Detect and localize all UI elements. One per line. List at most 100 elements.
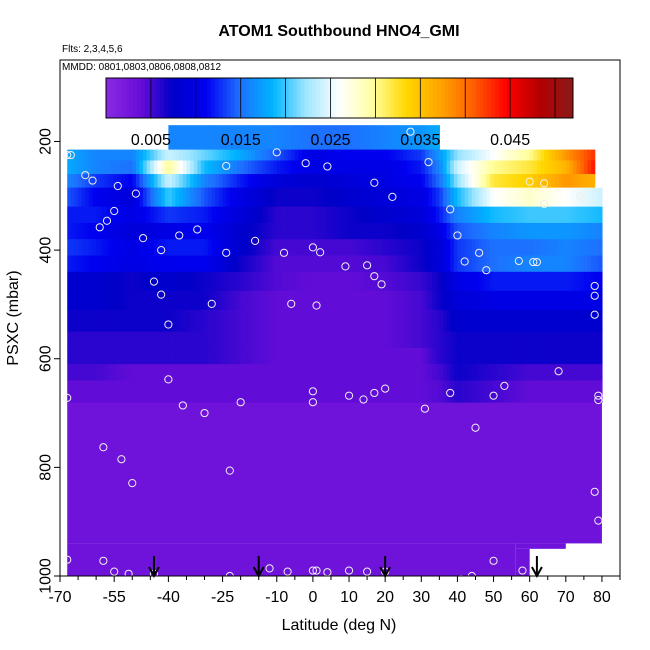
colorbar-swatch: [129, 78, 134, 118]
heatmap-cell: [392, 149, 397, 161]
heatmap-cell: [240, 206, 245, 224]
heatmap-cell: [255, 331, 260, 349]
heatmap-cell: [182, 222, 188, 240]
heatmap-cell: [468, 271, 473, 292]
heatmap-cell: [594, 271, 599, 292]
heatmap-cell: [536, 149, 542, 161]
heatmap-cell: [110, 271, 115, 292]
heatmap-cell: [442, 239, 448, 256]
heatmap-cell: [356, 271, 361, 292]
heatmap-cell: [262, 331, 267, 349]
heatmap-cell: [403, 222, 408, 240]
heatmap-cell: [406, 174, 412, 189]
heatmap-cell: [135, 364, 141, 381]
heatmap-cell: [565, 364, 571, 381]
heatmap-cell: [594, 347, 599, 365]
heatmap-cell: [168, 380, 173, 403]
heatmap-cell: [114, 347, 119, 365]
heatmap-cell: [190, 149, 195, 161]
heatmap-cell: [78, 364, 83, 381]
heatmap-cell: [479, 222, 484, 240]
heatmap-cell: [237, 255, 242, 273]
heatmap-cell: [226, 290, 231, 311]
heatmap-cell: [280, 174, 285, 189]
heatmap-cell: [428, 187, 433, 208]
heatmap-cell: [356, 187, 361, 208]
heatmap-cell: [533, 309, 538, 332]
heatmap-cell: [515, 309, 520, 332]
heatmap-cell: [179, 222, 184, 240]
heatmap-cell: [392, 160, 397, 175]
observation-point: [222, 248, 231, 257]
heatmap-cell: [529, 271, 534, 292]
heatmap-cell: [562, 380, 567, 403]
heatmap-cell: [103, 255, 108, 273]
heatmap-cell: [497, 160, 502, 175]
heatmap-cell: [457, 255, 462, 273]
heatmap-cell: [190, 290, 195, 311]
heatmap-cell: [244, 347, 249, 365]
heatmap-cell: [153, 290, 159, 311]
heatmap-cell: [406, 331, 412, 349]
heatmap-cell: [536, 174, 542, 189]
heatmap-cell: [247, 380, 253, 403]
heatmap-cell: [197, 290, 202, 311]
heatmap-cell: [428, 347, 433, 365]
heatmap-cell: [244, 187, 249, 208]
heatmap-cell: [327, 125, 332, 151]
x-tick-label: 80: [593, 589, 611, 606]
colorbar-swatch: [386, 78, 391, 118]
heatmap-cell: [464, 174, 469, 189]
colorbar-swatch: [355, 78, 360, 118]
heatmap-cell: [435, 206, 440, 224]
heatmap-cell: [273, 239, 278, 256]
heatmap-cell: [414, 380, 419, 403]
heatmap-cell: [114, 331, 119, 349]
heatmap-cell: [172, 331, 177, 349]
heatmap-cell: [540, 174, 545, 189]
heatmap-cell: [153, 160, 159, 175]
heatmap-cell: [204, 380, 209, 403]
heatmap-cell: [117, 290, 123, 311]
heatmap-cell: [99, 174, 104, 189]
heatmap-cell: [164, 364, 169, 381]
heatmap-cell: [121, 149, 126, 161]
heatmap-cell: [117, 331, 123, 349]
observation-point: [149, 277, 159, 286]
colorbar-swatch: [495, 78, 500, 118]
heatmap-cell: [500, 206, 505, 224]
heatmap-cell: [287, 380, 292, 403]
heatmap-cell: [471, 174, 477, 189]
heatmap-cell: [302, 255, 307, 273]
heatmap-cell: [211, 255, 216, 273]
heatmap-cell: [533, 187, 538, 208]
heatmap-cell: [179, 239, 184, 256]
observation-point: [532, 257, 542, 267]
heatmap-cell: [70, 331, 76, 349]
heatmap-cell: [432, 174, 437, 189]
heatmap-cell: [367, 125, 372, 151]
heatmap-cell: [403, 149, 408, 161]
heatmap-cell: [70, 309, 76, 332]
heatmap-cell: [240, 222, 245, 240]
heatmap-cell: [305, 174, 310, 189]
heatmap-cell: [229, 331, 235, 349]
heatmap-cell: [229, 309, 235, 332]
colorbar-swatch: [429, 78, 434, 118]
heatmap-cell: [67, 364, 72, 381]
heatmap-cell: [497, 380, 502, 403]
heatmap-cell: [392, 206, 397, 224]
heatmap-cell: [312, 174, 318, 189]
heatmap-cell: [591, 239, 596, 256]
heatmap-cell: [453, 222, 459, 240]
heatmap-cell: [85, 380, 90, 403]
heatmap-cell: [294, 271, 300, 292]
colorbar-tick-label: 0.035: [400, 132, 440, 149]
heatmap-cell: [197, 309, 202, 332]
heatmap-cell: [161, 290, 166, 311]
heatmap-cell: [341, 271, 347, 292]
heatmap-cell: [497, 364, 502, 381]
heatmap-cell: [143, 309, 148, 332]
heatmap-cell: [352, 309, 357, 332]
heatmap-cell: [554, 239, 560, 256]
